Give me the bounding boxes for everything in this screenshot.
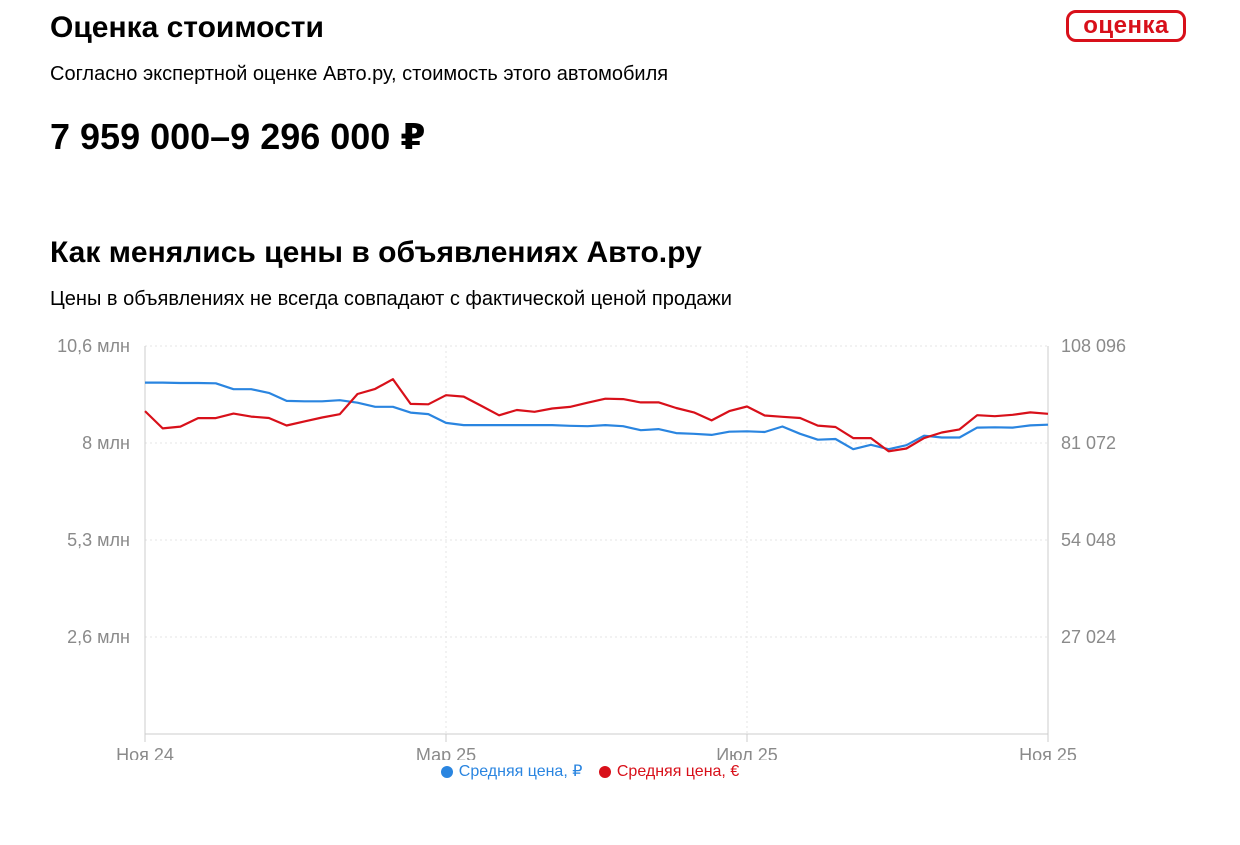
left-tick-label: 10,6 млн bbox=[57, 336, 130, 356]
series-line-eur bbox=[144, 378, 1049, 453]
left-tick-label: 2,6 млн bbox=[67, 627, 130, 647]
x-tick-label: Июл 25 bbox=[716, 745, 778, 760]
legend-dot-rub bbox=[440, 766, 453, 778]
x-tick-label: Ноя 24 bbox=[116, 745, 174, 760]
price-range: 7 959 000–9 296 000 ₽ bbox=[50, 116, 426, 157]
x-tick-label: Мар 25 bbox=[416, 745, 476, 760]
legend-dot-eur bbox=[598, 766, 611, 778]
valuation-subtitle: Согласно экспертной оценке Авто.ру, стои… bbox=[50, 63, 669, 85]
right-tick-label: 54 048 bbox=[1061, 530, 1116, 550]
legend-item-rub[interactable]: Средняя цена, ₽ bbox=[440, 762, 583, 782]
page-title: Оценка стоимости bbox=[50, 11, 324, 44]
left-tick-label: 5,3 млн bbox=[67, 530, 130, 550]
history-title: Как менялись цены в объявлениях Авто.ру bbox=[50, 236, 702, 269]
legend-label-rub: Средняя цена, ₽ bbox=[458, 763, 583, 780]
rating-badge: оценка bbox=[1066, 10, 1186, 42]
series-line-rub bbox=[145, 381, 1049, 451]
right-tick-label: 27 024 bbox=[1061, 627, 1116, 647]
x-tick-label: Ноя 25 bbox=[1019, 745, 1077, 760]
right-tick-label: 81 072 bbox=[1061, 433, 1116, 453]
left-tick-label: 8 млн bbox=[82, 433, 130, 453]
history-note: Цены в объявлениях не всегда совпадают с… bbox=[50, 288, 732, 310]
chart-series bbox=[144, 378, 1049, 453]
right-tick-label: 108 096 bbox=[1061, 336, 1126, 356]
chart-legend: Средняя цена, ₽ Средняя цена, € bbox=[0, 762, 1180, 784]
chart-grid bbox=[144, 345, 1049, 734]
chart-axes: 10,6 млн 8 млн 5,3 млн 2,6 млн 108 096 81 072… bbox=[57, 336, 1126, 760]
legend-item-eur[interactable]: Средняя цена, € bbox=[598, 762, 740, 782]
price-history-chart: 10,6 млн 8 млн 5,3 млн 2,6 млн 108 096 81 072… bbox=[57, 336, 1126, 760]
legend-label-eur: Средняя цена, € bbox=[616, 763, 740, 780]
